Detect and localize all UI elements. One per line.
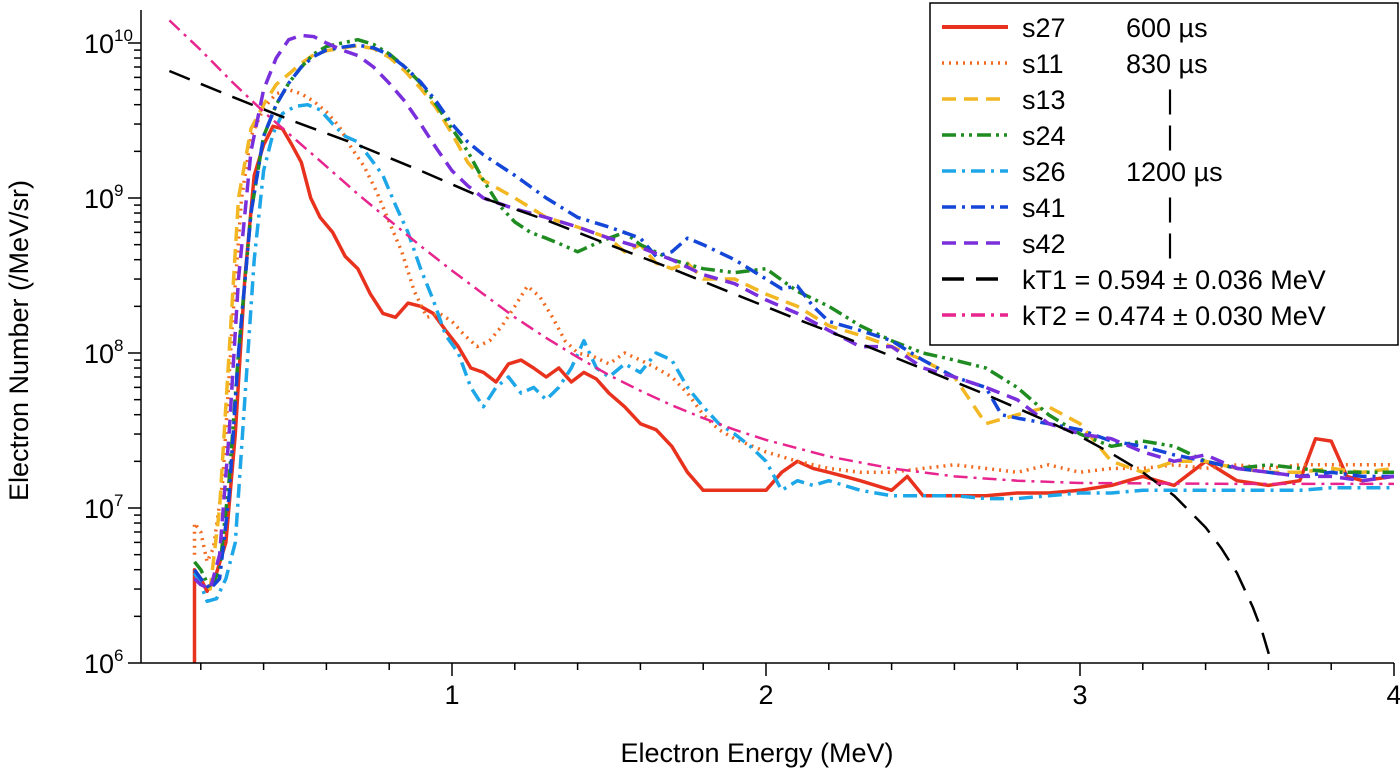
y-tick-label: 10 (84, 184, 114, 214)
y-tick-label: 10 (84, 649, 114, 679)
legend-annotation: | (1166, 121, 1173, 151)
legend-box (929, 2, 1399, 346)
series-line-s41 (193, 43, 1394, 591)
legend-label-s42: s42 (1022, 229, 1066, 259)
legend-label-s26: s26 (1022, 157, 1066, 187)
y-tick-exponent: 6 (114, 646, 123, 665)
legend-annotation: | (1166, 193, 1173, 223)
legend-label-s11: s11 (1022, 49, 1064, 79)
y-tick-exponent: 8 (114, 336, 123, 355)
legend-annotation: | (1166, 229, 1173, 259)
legend-label-kt1: kT1 = 0.594 ± 0.036 MeV (1022, 265, 1326, 295)
legend-annotation: 830 µs (1126, 49, 1208, 79)
legend-label-s13: s13 (1022, 85, 1066, 115)
x-tick-label: 3 (1072, 680, 1087, 710)
y-tick-label: 10 (84, 339, 114, 369)
fit-line-kt2 (168, 19, 1394, 486)
legend-label-s41: s41 (1022, 193, 1066, 223)
y-axis-title: Electron Number (/MeV/sr) (4, 180, 34, 501)
x-tick-label: 4 (1386, 680, 1400, 710)
x-tick-label: 1 (444, 680, 459, 710)
series-line-s11 (192, 87, 1394, 564)
legend-annotation: 1200 µs (1126, 157, 1223, 187)
legend-label-s24: s24 (1022, 121, 1066, 151)
y-tick-exponent: 10 (114, 26, 133, 45)
series-line-s24 (193, 37, 1394, 591)
y-tick-exponent: 9 (114, 181, 123, 200)
y-tick-label: 10 (84, 29, 114, 59)
fit-line-kt1 (168, 69, 1273, 663)
legend-annotation: 600 µs (1126, 13, 1208, 43)
legend-label-s27: s27 (1022, 13, 1066, 43)
x-axis-title: Electron Energy (MeV) (620, 738, 893, 768)
legend-label-kt2: kT2 = 0.474 ± 0.030 MeV (1022, 301, 1326, 331)
series-line-s27 (192, 124, 1394, 663)
series-line-s26 (192, 102, 1394, 604)
legend-annotation: | (1166, 85, 1173, 115)
y-tick-exponent: 7 (114, 491, 123, 510)
series-line-s42 (193, 33, 1394, 591)
series-layer (168, 19, 1394, 663)
legend: s27 600 µs s11 830 µs s13 | s24 | s26 1200 µs s41 |… (929, 2, 1399, 346)
y-tick-label: 10 (84, 494, 114, 524)
x-tick-label: 2 (758, 680, 773, 710)
